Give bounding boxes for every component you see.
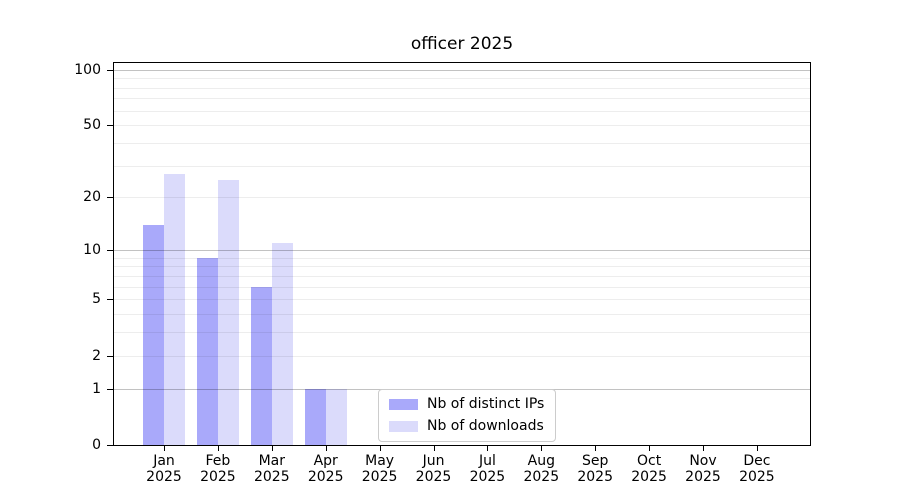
x-tick-mark-apr [325,446,327,451]
gridline-y-9 [114,257,810,259]
y-tick-mark-10 [107,250,113,251]
x-tick-mark-aug [541,446,543,451]
legend-item-distinct-ips: Nb of distinct IPs [389,397,544,412]
y-tick-label-5: 5 [92,291,101,308]
legend: Nb of distinct IPs Nb of downloads [378,389,557,442]
gridline-y-80 [114,87,810,89]
bar-downloads-mar [271,242,293,445]
x-tick-label-aug: Aug 2025 [523,453,560,485]
y-tick-label-10: 10 [83,242,101,258]
y-tick-mark-100 [107,69,113,71]
x-tick-mark-jul [487,446,489,451]
plot-area [113,62,811,446]
y-tick-mark-2 [107,355,113,357]
legend-item-downloads: Nb of downloads [389,419,544,434]
x-tick-label-oct: Oct 2025 [631,453,667,485]
x-tick-label-feb: Feb 2025 [200,453,236,485]
gridline-y-50 [114,125,810,127]
y-tick-mark-20 [107,197,113,199]
gridline-y-5 [114,299,810,301]
x-tick-label-sep: Sep 2025 [577,453,613,485]
bar-distinct-ips-feb [196,257,218,445]
x-tick-label-mar: Mar 2025 [253,453,290,485]
x-tick-label-nov: Nov 2025 [685,453,721,485]
y-tick-label-50: 50 [83,117,101,134]
y-tick-label-0: 0 [92,437,101,453]
x-tick-mark-feb [217,446,219,451]
y-tick-label-20: 20 [83,189,101,206]
legend-label-distinct-ips: Nb of distinct IPs [427,396,545,412]
gridline-y-20 [114,197,810,199]
legend-swatch-downloads-icon [389,421,418,432]
x-tick-mark-jan [164,446,165,451]
gridline-y-6 [114,286,810,288]
y-tick-mark-5 [107,299,113,301]
x-tick-mark-dec [756,446,758,451]
gridline-y-8 [114,266,810,268]
x-tick-label-jan: Jan 2025 [146,453,182,485]
x-tick-label-dec: Dec 2025 [739,453,775,485]
bar-distinct-ips-mar [250,286,272,445]
bar-distinct-ips-apr [304,388,326,445]
gridline-y-4 [114,314,810,316]
x-tick-label-apr: Apr 2025 [307,453,344,485]
gridline-y-40 [114,143,810,144]
y-tick-label-1: 1 [92,380,101,397]
x-tick-mark-nov [703,446,704,451]
gridline-y-30 [114,165,810,167]
y-tick-mark-1 [107,388,113,390]
bar-downloads-apr [325,388,347,445]
bar-downloads-feb [217,180,239,445]
bar-distinct-ips-jan [143,224,164,445]
gridline-y-2 [114,355,810,357]
y-tick-mark-0 [107,445,113,446]
x-tick-mark-mar [271,446,273,451]
gridline-y-10 [114,250,810,251]
chart-title: officer 2025 [410,34,514,54]
x-tick-mark-may [379,446,381,451]
gridline-y-7 [114,275,810,277]
legend-label-downloads: Nb of downloads [427,418,544,434]
x-tick-mark-oct [649,446,651,451]
gridline-y-60 [114,110,810,112]
gridline-y-3 [114,332,810,334]
gridline-y-70 [114,98,810,100]
y-tick-mark-50 [107,125,113,127]
y-tick-label-100: 100 [74,61,101,78]
x-tick-mark-sep [595,446,597,451]
bar-downloads-jan [164,174,185,445]
y-tick-label-2: 2 [92,347,101,364]
gridline-y-90 [114,78,810,80]
gridline-y-100 [114,69,810,71]
x-tick-label-jul: Jul 2025 [469,453,506,485]
x-tick-label-jun: Jun 2025 [415,453,452,485]
x-tick-mark-jun [433,446,435,451]
x-tick-label-may: May 2025 [361,453,398,485]
legend-swatch-distinct-ips-icon [389,399,418,410]
